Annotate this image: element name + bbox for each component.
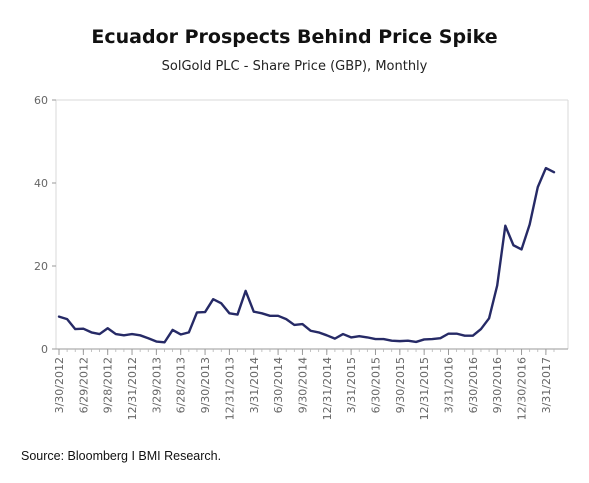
data-point (188, 331, 190, 333)
data-point (285, 318, 287, 320)
data-point (253, 310, 255, 312)
data-point (123, 334, 125, 336)
data-point (366, 336, 368, 338)
data-point (537, 186, 539, 188)
data-point (342, 333, 344, 335)
data-point (301, 323, 303, 325)
data-point (415, 341, 417, 343)
line-chart: 0 20 40 60 3/30/2012 6/29/2012 9/28/2012 12/31… (34, 94, 569, 420)
x-tick-label: 3/31/2016 (443, 357, 456, 413)
data-point (464, 335, 466, 337)
x-tick-label: 6/30/2014 (272, 357, 285, 413)
data-point (480, 328, 482, 330)
data-point (423, 338, 425, 340)
x-tick-label: 3/30/2012 (53, 357, 66, 413)
chart-subtitle: SolGold PLC - Share Price (GBP), Monthly (161, 59, 428, 74)
x-tick-label: 12/30/2016 (516, 357, 529, 420)
data-point (196, 311, 198, 313)
data-point (399, 340, 401, 342)
x-tick-label: 12/31/2012 (126, 357, 139, 420)
data-point (431, 338, 433, 340)
data-point (82, 327, 84, 329)
x-tick-label: 3/31/2014 (248, 357, 261, 413)
data-point (309, 330, 311, 332)
data-point (58, 315, 60, 317)
data-point (106, 327, 108, 329)
data-point (520, 248, 522, 250)
data-point (439, 337, 441, 339)
y-tick-label: 0 (41, 343, 48, 356)
data-point (334, 337, 336, 339)
data-point (236, 313, 238, 315)
data-point (358, 335, 360, 337)
data-point (163, 341, 165, 343)
data-point (269, 315, 271, 317)
data-point (391, 340, 393, 342)
share-price-line (57, 166, 556, 344)
data-point (90, 331, 92, 333)
data-point (504, 225, 506, 227)
data-point (244, 290, 246, 292)
data-point (545, 167, 547, 169)
x-tick-label: 9/30/2015 (394, 357, 407, 413)
x-tick-label: 6/30/2015 (369, 357, 382, 413)
data-point (528, 223, 530, 225)
data-point (488, 317, 490, 319)
data-point (261, 312, 263, 314)
plot-frame (55, 99, 569, 350)
x-tick-label: 12/31/2015 (418, 357, 431, 420)
y-tick-label: 40 (34, 177, 48, 190)
data-point (350, 336, 352, 338)
x-tick-label: 6/28/2013 (175, 357, 188, 413)
data-point (74, 328, 76, 330)
y-tick-label: 60 (34, 94, 48, 107)
data-point (155, 340, 157, 342)
data-point (472, 335, 474, 337)
x-tick-label: 3/31/2015 (345, 357, 358, 413)
x-tick-label: 9/30/2016 (491, 357, 504, 413)
data-point (293, 324, 295, 326)
data-point (496, 284, 498, 286)
data-point (180, 333, 182, 335)
data-point (553, 171, 555, 173)
x-tick-label: 9/28/2012 (102, 357, 115, 413)
data-point (455, 332, 457, 334)
data-point (317, 331, 319, 333)
data-point (98, 333, 100, 335)
x-axis: 3/30/2012 6/29/2012 9/28/2012 12/31/2012 3/2… (53, 349, 555, 420)
x-tick-label: 9/30/2014 (296, 357, 309, 413)
data-point (382, 338, 384, 340)
data-point (277, 315, 279, 317)
data-point (139, 334, 141, 336)
data-point (447, 332, 449, 334)
data-point (212, 298, 214, 300)
data-point (131, 333, 133, 335)
y-tick-label: 20 (34, 260, 48, 273)
data-point (407, 340, 409, 342)
data-point (171, 329, 173, 331)
x-tick-label: 3/29/2013 (150, 357, 163, 413)
data-point (66, 318, 68, 320)
data-point (220, 302, 222, 304)
data-point (374, 338, 376, 340)
y-axis: 0 20 40 60 (34, 94, 56, 356)
x-tick-label: 9/30/2013 (199, 357, 212, 413)
data-point (115, 333, 117, 335)
x-tick-label: 12/31/2013 (223, 357, 236, 420)
x-tick-label: 3/31/2017 (540, 357, 553, 413)
data-points (58, 167, 555, 344)
source-note: Source: Bloomberg I BMI Research. (21, 449, 222, 463)
data-point (147, 337, 149, 339)
data-point (326, 334, 328, 336)
x-tick-label: 12/31/2014 (321, 357, 334, 420)
x-tick-label: 6/29/2012 (77, 357, 90, 413)
data-point (228, 312, 230, 314)
data-point (512, 244, 514, 246)
data-point (204, 311, 206, 313)
chart-title: Ecuador Prospects Behind Price Spike (91, 26, 498, 48)
x-tick-label: 6/30/2016 (467, 357, 480, 413)
